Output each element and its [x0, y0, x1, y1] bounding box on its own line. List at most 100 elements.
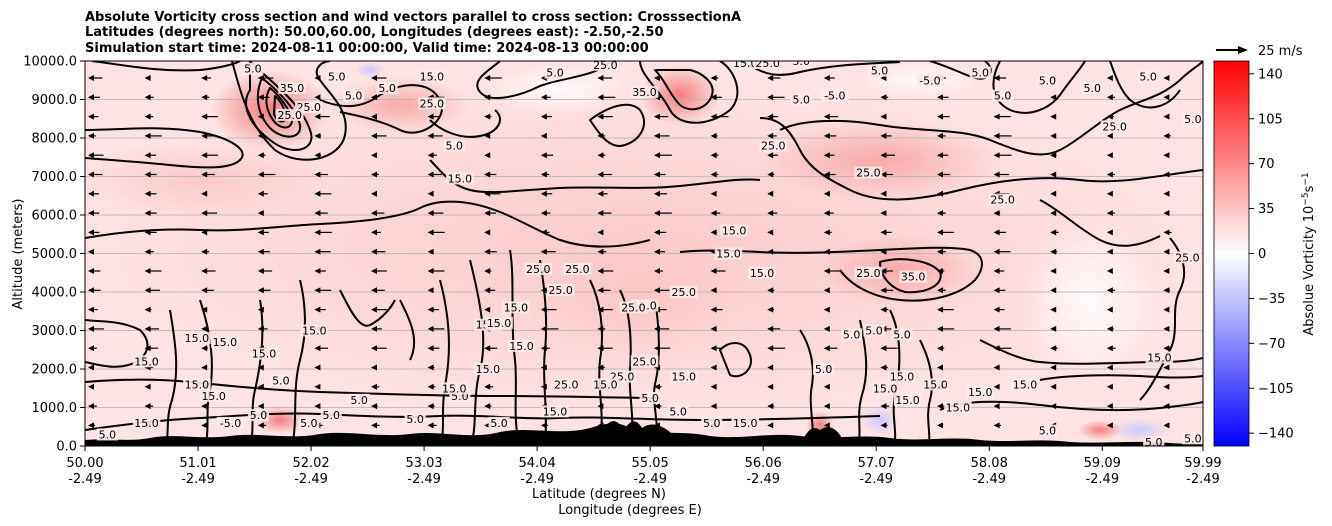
wind-vector	[880, 113, 887, 120]
wind-vector-head	[993, 364, 1000, 371]
wind-vector-head	[257, 132, 264, 139]
wind-vector	[937, 152, 949, 159]
contour-label: 5.0	[843, 328, 861, 341]
contour-label: 15.0	[252, 348, 277, 361]
wind-vector-head	[201, 75, 208, 81]
wind-vector	[88, 171, 103, 178]
wind-vector-head	[1106, 248, 1113, 255]
contour-label-background	[988, 193, 1017, 206]
wind-vector-head	[484, 287, 491, 294]
colorbar-label-text: Absolue Vorticity 10	[1302, 206, 1317, 336]
wind-vector	[371, 306, 388, 313]
wind-vector	[1163, 229, 1172, 236]
wind-vector	[88, 113, 99, 120]
wind-vector	[710, 325, 717, 332]
contour-label: 15.0	[420, 70, 445, 83]
wind-vector	[710, 94, 723, 101]
wind-vector-head	[427, 325, 434, 332]
wind-vector-head	[597, 190, 604, 197]
contour-label-background	[326, 70, 348, 83]
wind-vector	[1106, 113, 1114, 120]
wind-vector-head	[484, 75, 491, 81]
colorbar-tick-label: 105	[1258, 112, 1283, 127]
wind-vector-head	[597, 113, 604, 120]
wind-vector	[880, 171, 894, 178]
wind-vector-head	[540, 345, 547, 352]
wind-vector-head	[654, 229, 660, 236]
wind-vector	[314, 364, 321, 371]
wind-vector-head	[597, 325, 604, 332]
wind-vector-head	[1050, 152, 1057, 159]
wind-vector-head	[540, 210, 547, 217]
wind-vector-head	[993, 152, 1000, 159]
wind-vector	[1106, 132, 1113, 139]
wind-vector	[484, 94, 492, 101]
contour-label: 15.0	[722, 224, 747, 237]
contour-label-background	[96, 428, 118, 441]
wind-vector-head	[371, 287, 377, 294]
y-axis: 0.0 1000.0 2000.0 3000.0 4000.0 5000.0 6000.0 7…	[23, 55, 85, 455]
contour-label: 15.0	[716, 248, 741, 261]
wind-vector	[144, 248, 154, 255]
contour-label: 5.0	[378, 82, 396, 95]
wind-vector-head	[371, 422, 377, 429]
wind-vector-head	[201, 248, 208, 255]
wind-vector-head	[144, 383, 151, 390]
wind-vector	[1050, 94, 1057, 101]
wind-vector-head	[88, 132, 94, 139]
wind-vector	[1163, 113, 1170, 120]
wind-vector	[371, 113, 377, 120]
contour-line	[759, 117, 1203, 201]
wind-vector-head	[257, 383, 264, 390]
wind-vector-head	[993, 306, 1000, 313]
wind-vector	[823, 190, 830, 197]
wind-vector-head	[144, 268, 151, 274]
wind-vector-head	[1163, 152, 1170, 159]
wind-vector	[88, 364, 94, 371]
wind-vector	[144, 345, 158, 352]
contour-label: 5.0	[703, 417, 721, 430]
wind-vector-head	[201, 306, 208, 313]
wind-vector	[654, 190, 668, 197]
colorbar-tick-label: 140	[1258, 67, 1283, 82]
wind-vector	[540, 248, 556, 255]
contour-label: 35.0	[632, 86, 657, 99]
wind-vector	[484, 75, 502, 81]
contour-label-background	[1182, 432, 1203, 445]
wind-vector	[767, 229, 774, 236]
vorticity-region	[1078, 420, 1122, 440]
contour-label: 5.0	[244, 63, 262, 76]
wind-vector	[201, 306, 208, 313]
contour-label: 5.0	[446, 140, 464, 153]
wind-vector-head	[1050, 268, 1057, 274]
wind-vector-head	[823, 229, 830, 236]
wind-vector	[767, 422, 774, 429]
wind-vector-head	[427, 403, 434, 410]
wind-vector	[937, 132, 946, 139]
wind-vector	[540, 152, 554, 159]
wind-vector	[427, 229, 445, 236]
wind-vector	[540, 325, 559, 332]
wind-vector-head	[1163, 422, 1170, 429]
wind-vector	[1106, 94, 1115, 101]
wind-vector	[427, 403, 435, 410]
contour-line	[429, 109, 501, 138]
wind-vector	[1050, 383, 1057, 390]
wind-vector	[880, 306, 889, 313]
contour-label-background	[748, 266, 776, 279]
wind-vector-head	[993, 171, 1000, 178]
wind-vector-head	[880, 248, 887, 255]
wind-vector-head	[654, 345, 660, 352]
wind-vector	[937, 113, 950, 120]
wind-vector-head	[314, 345, 321, 352]
wind-vector-head	[597, 94, 604, 101]
wind-vector	[823, 268, 841, 274]
wind-vector-head	[371, 190, 377, 197]
wind-vector	[484, 113, 492, 120]
chart-title: Absolute Vorticity cross section and win…	[85, 10, 741, 56]
wind-vector	[427, 171, 443, 178]
wind-vector	[88, 94, 100, 101]
wind-vector-head	[314, 210, 321, 217]
contour-label-background	[891, 328, 913, 341]
wind-vector	[823, 345, 838, 352]
